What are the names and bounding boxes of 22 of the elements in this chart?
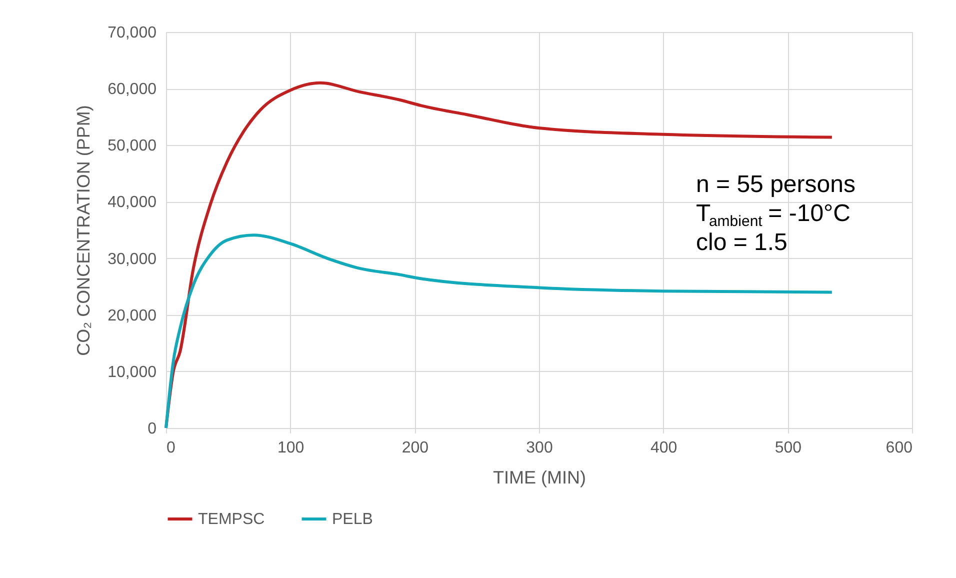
y-tick-label: 0 (148, 420, 157, 438)
line-series (164, 234, 834, 430)
x-tick-label: 600 (886, 440, 913, 456)
y-tick-label: 30,000 (108, 250, 157, 268)
y-tick-label: 60,000 (108, 81, 157, 98)
legend-label: PELB (332, 511, 373, 528)
y-tick-label: 40,000 (108, 194, 157, 212)
y-axis-title: CO₂ CONCENTRATION (PPM) (74, 105, 94, 356)
x-tick-label: 400 (650, 440, 678, 456)
annotation: clo = 1.5 (696, 229, 788, 256)
y-tick-label: 70,000 (108, 24, 157, 42)
legend-label: TEMPSC (198, 511, 265, 528)
x-axis-title: TIME (MIN) (493, 468, 586, 488)
y-tick-label: 20,000 (108, 307, 157, 324)
x-tick-label: 300 (526, 440, 553, 456)
y-tick-label: 10,000 (108, 364, 157, 381)
x-tick-label: 500 (774, 440, 802, 456)
annotation: n = 55 persons (696, 171, 856, 198)
y-tick-label: 50,000 (108, 138, 157, 155)
x-tick-label: 0 (166, 440, 176, 456)
x-tick-label: 200 (402, 440, 429, 456)
x-tick-label: 100 (277, 440, 304, 456)
